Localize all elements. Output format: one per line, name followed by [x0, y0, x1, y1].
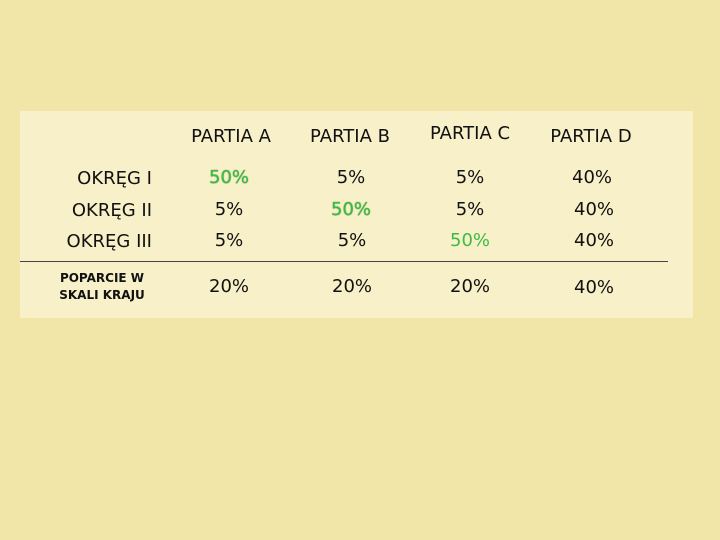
table-cell: 50% [330, 199, 372, 220]
row-label-okreg-1: OKRĘG I [77, 168, 152, 189]
table-cell: 5% [214, 230, 244, 251]
row-label-okreg-3: OKRĘG III [66, 231, 152, 252]
row-label-line-1: POPARCIE W [59, 271, 145, 285]
table-cell: 20% [208, 276, 250, 297]
table-cell: 20% [331, 276, 373, 297]
table-cell: 5% [337, 230, 367, 251]
table-cell: 5% [455, 167, 485, 188]
column-header-partia-b: PARTIA B [310, 126, 390, 147]
table-cell: 40% [573, 230, 615, 251]
row-label-okreg-2: OKRĘG II [71, 200, 152, 221]
table-cell: 5% [336, 167, 366, 188]
column-header-partia-a: PARTIA A [191, 126, 271, 147]
column-header-partia-d: PARTIA D [550, 126, 632, 147]
table-cell: 40% [573, 277, 615, 298]
table-cell: 20% [449, 276, 491, 297]
row-label-national-support: POPARCIE W SKALI KRAJU [40, 270, 164, 304]
table-cell: 50% [449, 230, 491, 251]
table-cell: 40% [573, 199, 615, 220]
table-cell: 40% [571, 167, 613, 188]
table-cell: 5% [455, 199, 485, 220]
table-panel [20, 111, 693, 318]
table-divider [20, 261, 668, 262]
table-cell: 50% [208, 167, 250, 188]
row-label-line-2: SKALI KRAJU [59, 288, 145, 302]
table-cell: 5% [214, 199, 244, 220]
column-header-partia-c: PARTIA C [429, 123, 511, 144]
